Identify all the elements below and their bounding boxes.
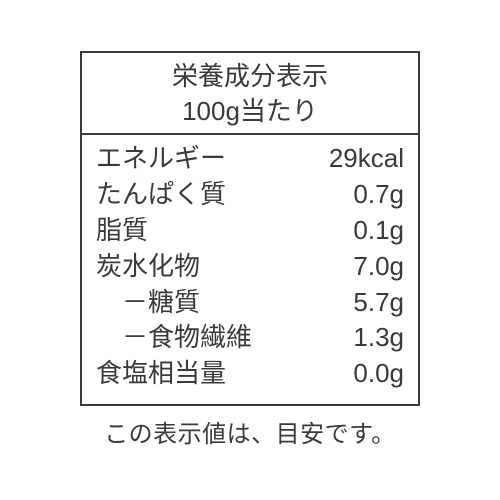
row-label: 食塩相当量 xyxy=(96,356,226,392)
row-value: 0.0g xyxy=(353,356,404,392)
table-row: 脂質 0.1g xyxy=(96,213,404,249)
table-row: 炭水化物 7.0g xyxy=(96,249,404,285)
row-label: 脂質 xyxy=(96,213,148,249)
table-row: 食塩相当量 0.0g xyxy=(96,356,404,392)
row-label: たんぱく質 xyxy=(96,177,226,213)
header-line-1: 栄養成分表示 xyxy=(82,59,418,94)
row-value: 5.7g xyxy=(353,285,404,321)
table-row: エネルギー 29kcal xyxy=(96,141,404,177)
table-row: －食物繊維 1.3g xyxy=(96,320,404,356)
row-label: －食物繊維 xyxy=(96,320,252,356)
header-line-2: 100g当たり xyxy=(82,94,418,129)
table-row: たんぱく質 0.7g xyxy=(96,177,404,213)
row-label: エネルギー xyxy=(96,141,226,177)
nutrition-rows: エネルギー 29kcal たんぱく質 0.7g 脂質 0.1g 炭水化物 7.0… xyxy=(82,135,418,404)
row-value: 29kcal xyxy=(329,141,404,177)
table-row: －糖質 5.7g xyxy=(96,285,404,321)
row-label: －糖質 xyxy=(96,285,200,321)
nutrition-facts-panel: 栄養成分表示 100g当たり エネルギー 29kcal たんぱく質 0.7g 脂… xyxy=(80,51,420,406)
row-value: 0.1g xyxy=(353,213,404,249)
row-value: 7.0g xyxy=(353,249,404,285)
row-label: 炭水化物 xyxy=(96,249,200,285)
footnote-text: この表示値は、目安です。 xyxy=(80,414,420,449)
row-value: 1.3g xyxy=(353,320,404,356)
panel-header: 栄養成分表示 100g当たり xyxy=(82,53,418,135)
row-value: 0.7g xyxy=(353,177,404,213)
